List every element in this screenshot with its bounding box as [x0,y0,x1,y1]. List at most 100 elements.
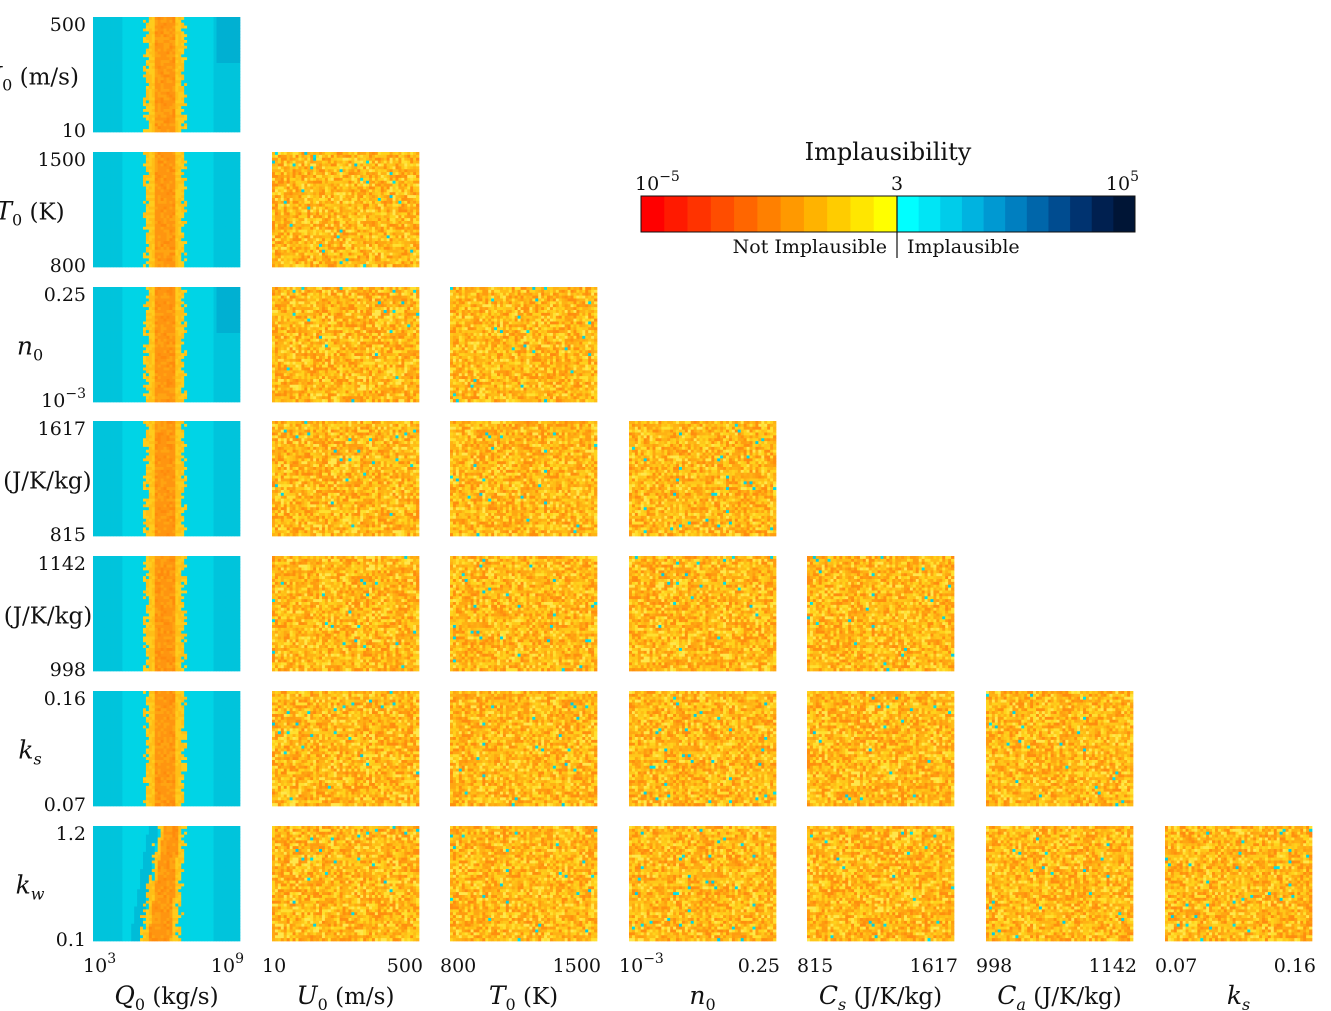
panel-n0-vs-Cs [629,421,776,536]
x-tick-min-ks: 0.07 [1155,955,1197,977]
colorbar-swatch [688,196,712,232]
colorbar-swatch [781,196,805,232]
colorbar-swatch [962,196,984,232]
x-tick-min-Q0: 103 [83,951,116,977]
x-label-Ca: Ca (J/K/kg) [997,981,1122,1011]
y-label-Cs: Cs (J/K/kg) [0,466,92,499]
panel-T0-vs-ks [450,691,597,806]
panel-Q0-vs-Ca [93,556,240,671]
y-tick-min-Ca: 998 [50,659,86,681]
colorbar-swatch [664,196,688,232]
y-label-T0: T0 (K) [0,197,65,230]
y-tick-max-U0: 500 [50,14,86,36]
colorbar-swatch [919,196,941,232]
colorbar-tick-max: 105 [1106,169,1139,195]
panel-Q0-vs-ks [93,691,240,806]
x-tick-max-n0: 0.25 [738,955,780,977]
y-tick-max-Ca: 1142 [38,553,86,575]
y-tick-min-n0: 10−3 [41,386,86,412]
panel-U0-vs-Ca [272,556,419,671]
y-tick-max-kw: 1.2 [56,823,86,845]
colorbar-swatch [874,196,898,232]
panel-U0-vs-T0 [272,152,419,267]
x-label-n0: n0 [689,981,715,1011]
panel-ks-vs-kw [1165,826,1312,941]
not-implausible-label: Not Implausible [733,236,887,258]
y-tick-max-ks: 0.16 [44,688,86,710]
colorbar-swatch [897,196,919,232]
x-tick-min-T0: 800 [440,955,476,977]
panel-Q0-vs-n0 [93,287,240,402]
colorbar-swatch [1005,196,1027,232]
y-label-U0: U0 (m/s) [0,62,79,95]
x-tick-max-ks: 0.16 [1274,955,1316,977]
colorbar-legend: Implausibility 10−5 3 105 Not Implausible Imp… [635,138,1139,258]
panel-T0-vs-n0 [450,287,597,402]
x-tick-max-U0: 500 [387,955,423,977]
colorbar-swatch [757,196,781,232]
colorbar-swatch [641,196,665,232]
colorbar-swatch [1113,196,1135,232]
colorbar-swatch [804,196,828,232]
x-tick-max-T0: 1500 [553,955,601,977]
panel-U0-vs-n0 [272,287,419,402]
colorbar-swatch [1027,196,1049,232]
panel-Ca-vs-kw [986,826,1133,941]
implausible-label: Implausible [907,236,1020,258]
panel-Ca-vs-ks [986,691,1133,806]
panel-Cs-vs-kw [807,826,954,941]
y-label-n0: n0 [17,332,43,365]
colorbar-swatch [711,196,735,232]
y-label-ks: ks [18,736,41,769]
panel-Q0-vs-T0 [93,152,240,267]
x-tick-min-Ca: 998 [976,955,1012,977]
y-tick-min-T0: 800 [50,255,86,277]
y-tick-max-Cs: 1617 [38,418,86,440]
panel-T0-vs-Ca [450,556,597,671]
x-tick-max-Q0: 109 [211,951,244,977]
colorbar-tick-min: 10−5 [635,169,680,195]
y-tick-min-ks: 0.07 [44,794,86,816]
panel-n0-vs-kw [629,826,776,941]
y-tick-min-Cs: 815 [50,524,86,546]
panel-Q0-vs-U0 [93,17,240,132]
panel-U0-vs-ks [272,691,419,806]
colorbar-tick-threshold: 3 [891,173,903,195]
panel-T0-vs-kw [450,826,597,941]
colorbar-title: Implausibility [805,138,972,166]
x-tick-min-n0: 10−3 [619,951,664,977]
colorbar-swatch [1070,196,1092,232]
x-label-T0: T0 (K) [489,981,558,1011]
colorbar-swatch [827,196,851,232]
x-tick-max-Cs: 1617 [910,955,958,977]
panel-Cs-vs-Ca [807,556,954,671]
y-tick-min-kw: 0.1 [56,929,86,951]
y-label-Ca: Ca (J/K/kg) [0,601,92,634]
panel-T0-vs-Cs [450,421,597,536]
panel-n0-vs-ks [629,691,776,806]
colorbar-swatch [734,196,758,232]
heatmap-panels [93,17,1312,941]
x-label-Q0: Q0 (kg/s) [114,981,218,1011]
y-tick-max-n0: 0.25 [44,284,86,306]
panel-Q0-vs-kw [93,826,240,941]
panel-Cs-vs-ks [807,691,954,806]
colorbar-swatch [984,196,1006,232]
colorbar-swatch [1048,196,1070,232]
x-tick-max-Ca: 1142 [1089,955,1137,977]
panel-U0-vs-Cs [272,421,419,536]
colorbar-swatch [1092,196,1114,232]
panel-Q0-vs-Cs [93,421,240,536]
y-tick-min-U0: 10 [62,120,86,142]
x-tick-min-U0: 10 [262,955,286,977]
colorbar-swatch [940,196,962,232]
panel-U0-vs-kw [272,826,419,941]
x-label-U0: U0 (m/s) [297,981,395,1011]
x-tick-min-Cs: 815 [797,955,833,977]
y-tick-max-T0: 1500 [38,149,86,171]
colorbar-swatch [850,196,874,232]
y-label-kw: kw [16,871,45,904]
panel-n0-vs-Ca [629,556,776,671]
x-label-Cs: Cs (J/K/kg) [819,981,942,1011]
